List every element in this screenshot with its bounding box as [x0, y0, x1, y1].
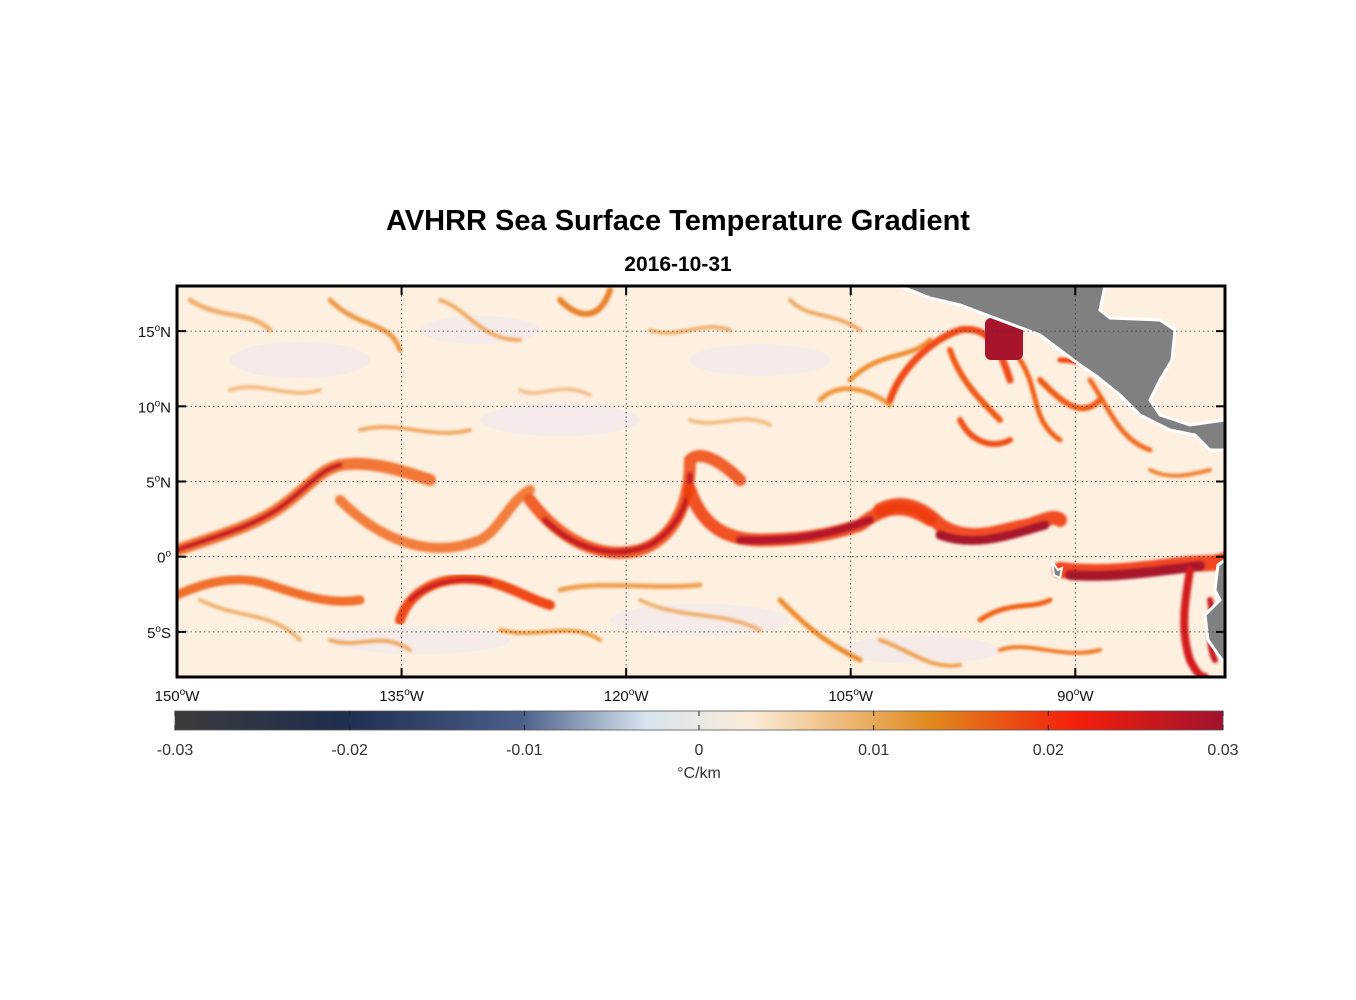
y-tick-label: 0o: [157, 549, 171, 567]
colorbar-unit: °C/km: [677, 765, 721, 782]
x-tick-label: 150oW: [155, 687, 201, 705]
colorbar-ticks: -0.03 -0.02 -0.01 0 0.01 0.02 0.03: [157, 711, 1239, 759]
colorbar-tick-label: 0.01: [858, 742, 889, 759]
tick-marks: [176, 286, 1225, 677]
gradient-mottle: [230, 316, 1000, 664]
colorbar-tick-label: -0.03: [157, 742, 194, 759]
y-tick-label: 5oN: [146, 474, 171, 492]
map-subtitle: 2016-10-31: [624, 253, 732, 276]
colorbar-tick-label: -0.01: [506, 742, 543, 759]
colorbar-tick-label: -0.02: [331, 742, 368, 759]
land-galapagos: [1051, 561, 1064, 580]
gridlines: [177, 286, 1225, 677]
equatorial-front-south: [177, 574, 703, 625]
land-central-america: [899, 286, 1225, 452]
x-tick-label: 135oW: [379, 687, 425, 705]
hotspot-patch: [985, 318, 1023, 360]
map-title: AVHRR Sea Surface Temperature Gradient: [386, 205, 970, 237]
longitude-labels: 150oW 135oW 120oW 105oW 90oW: [155, 687, 1095, 705]
weak-fronts: [187, 287, 1212, 668]
colorbar-tick-label: 0.03: [1207, 742, 1238, 759]
colorbar-tick-label: 0: [695, 742, 704, 759]
y-tick-label: 15oN: [138, 323, 171, 341]
x-tick-label: 90oW: [1057, 687, 1094, 705]
y-tick-label: 10oN: [138, 398, 171, 416]
latitude-labels: 15oN 10oN 5oN 0o 5oS: [138, 323, 172, 642]
x-tick-label: 105oW: [828, 687, 874, 705]
colorbar-tick-label: 0.02: [1033, 742, 1064, 759]
x-tick-label: 120oW: [604, 687, 650, 705]
equatorial-front-north: [177, 450, 1225, 677]
y-tick-label: 5oS: [147, 624, 171, 642]
